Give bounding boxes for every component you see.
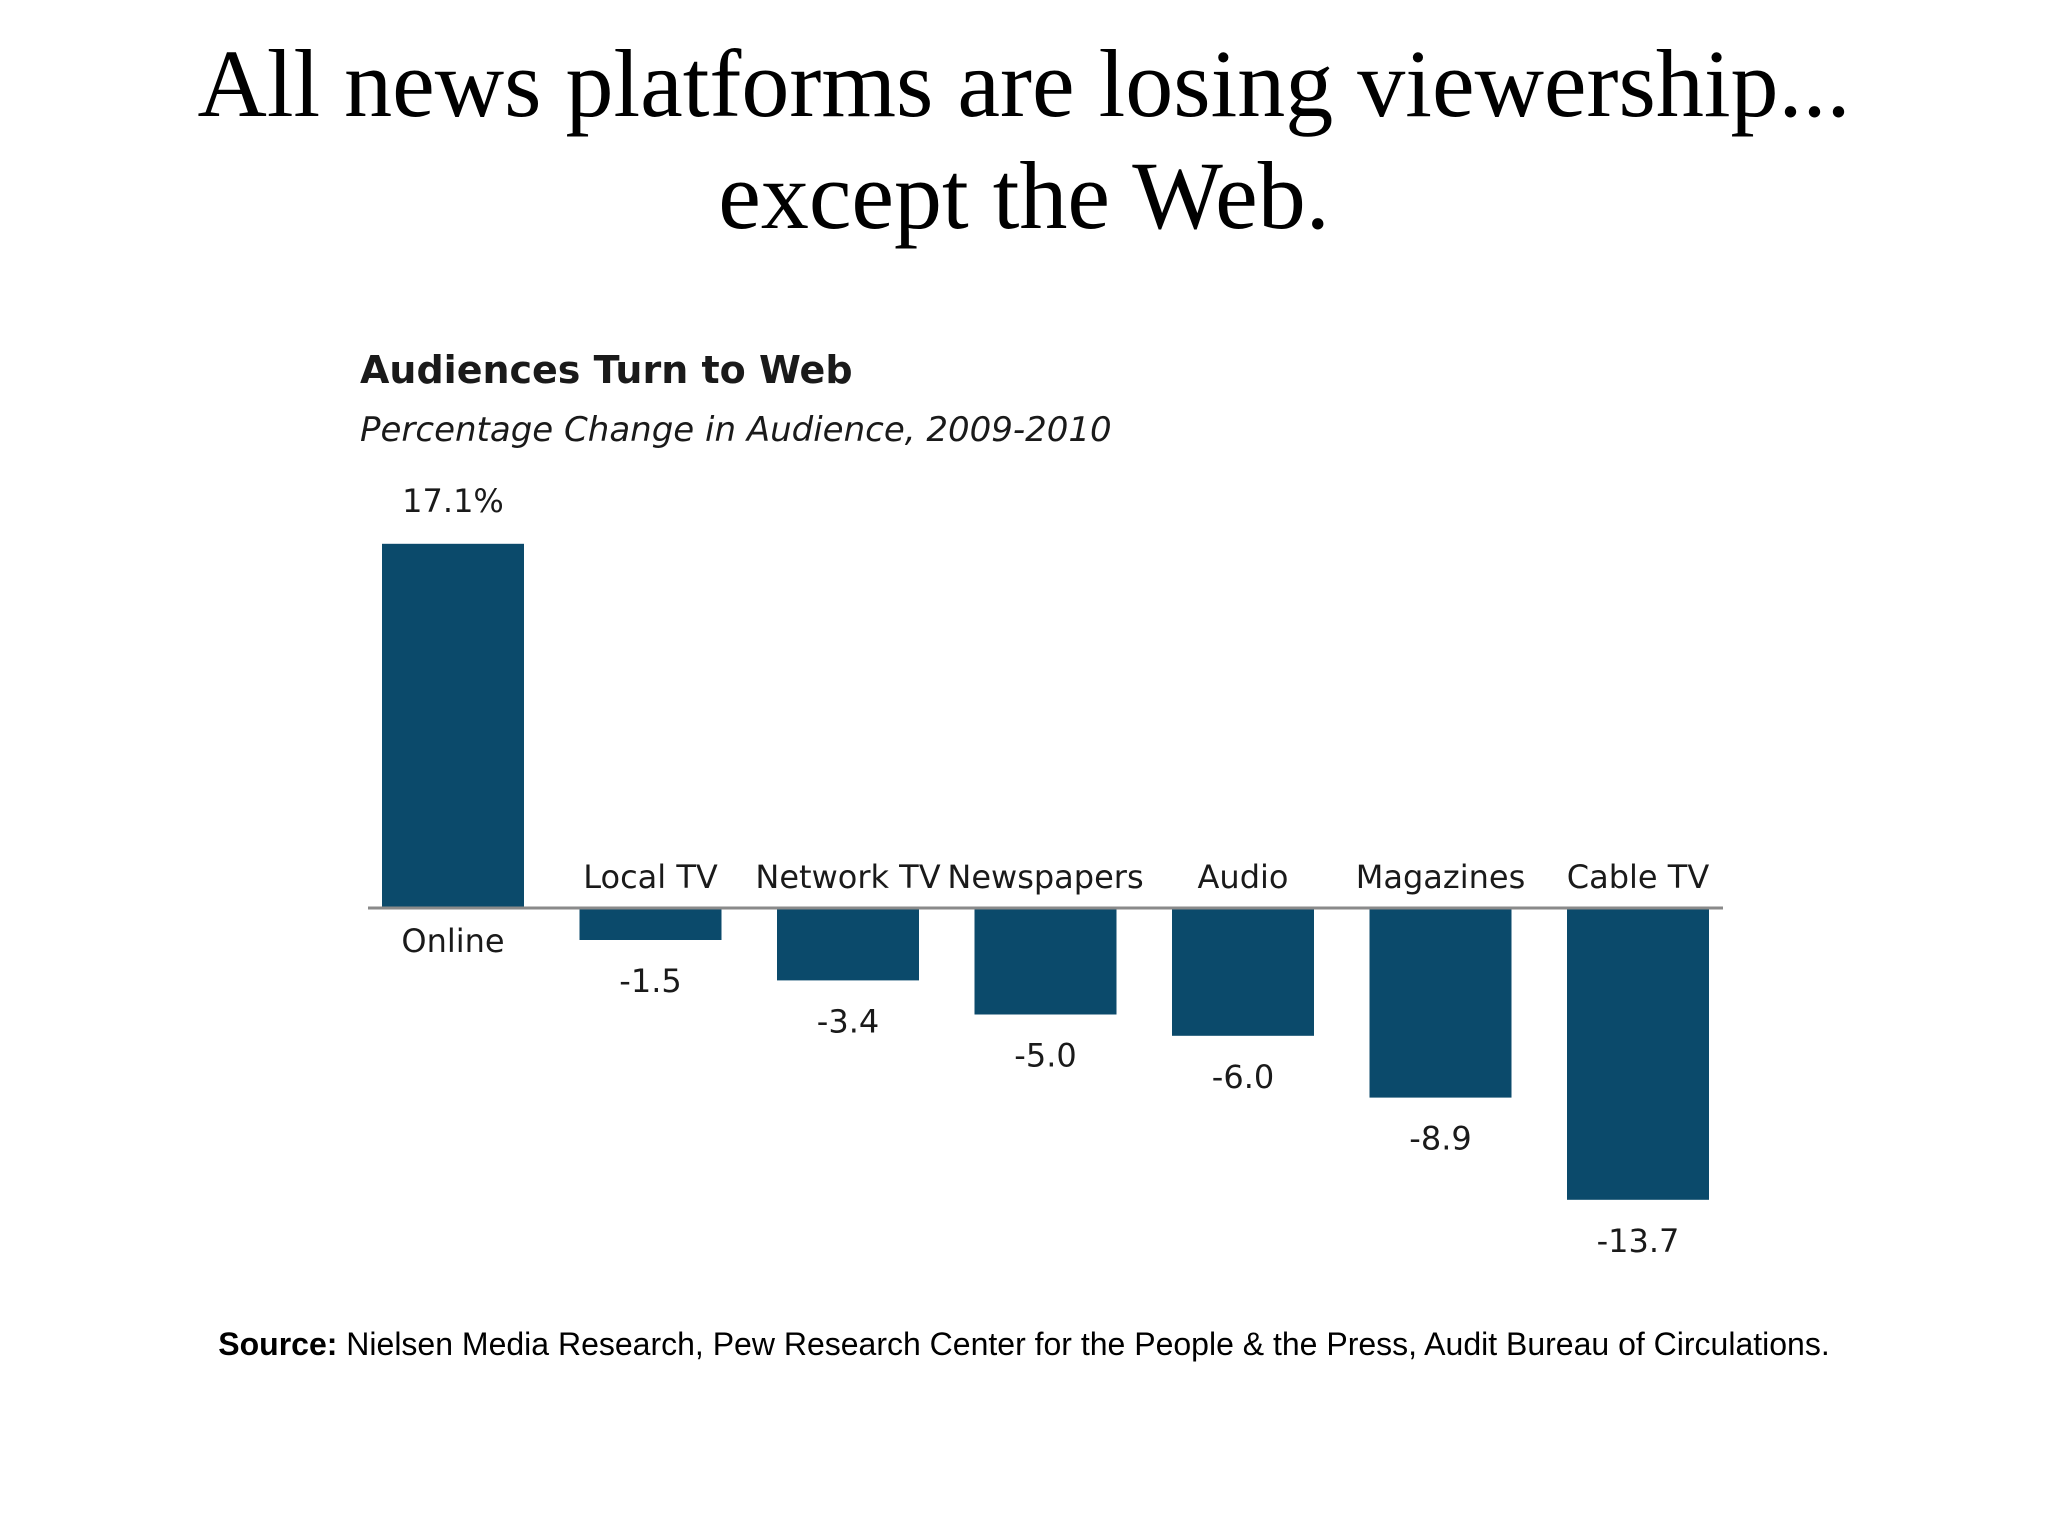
bar-newspapers: [974, 908, 1117, 1015]
category-label-magazines: Magazines: [1356, 858, 1525, 896]
bar-magazines: [1369, 908, 1512, 1098]
category-label-online: Online: [401, 922, 504, 960]
category-labels: Online Local TV Network TV Newspapers Audio M…: [401, 858, 1709, 960]
value-label-local-tv: -1.5: [619, 962, 681, 1000]
value-label-online: 17.1%: [402, 482, 504, 520]
slide-title-line-1: All news platforms are losing viewership…: [197, 30, 1851, 137]
category-label-cable-tv: Cable TV: [1567, 858, 1710, 896]
category-label-network-tv: Network TV: [755, 858, 940, 896]
category-label-newspapers: Newspapers: [947, 858, 1143, 896]
value-label-audio: -6.0: [1212, 1058, 1274, 1096]
source-text: Nielsen Media Research, Pew Research Cen…: [337, 1326, 1830, 1362]
bar-local-tv: [579, 908, 722, 940]
value-label-network-tv: -3.4: [817, 1002, 879, 1040]
value-label-magazines: -8.9: [1409, 1120, 1471, 1158]
source-note: Source: Nielsen Media Research, Pew Rese…: [0, 1326, 2048, 1363]
chart-bars: [382, 543, 1709, 1200]
value-label-cable-tv: -13.7: [1597, 1222, 1680, 1260]
chart-title: Audiences Turn to Web: [360, 348, 853, 392]
source-label: Source:: [218, 1326, 338, 1362]
chart-subtitle: Percentage Change in Audience, 2009-2010: [360, 410, 1112, 450]
bar-cable-tv: [1567, 908, 1709, 1200]
slide-title: All news platforms are losing viewership…: [0, 28, 2048, 252]
category-label-local-tv: Local TV: [583, 858, 718, 896]
bar-audio: [1172, 908, 1314, 1036]
bar-network-tv: [777, 908, 919, 981]
value-label-newspapers: -5.0: [1014, 1037, 1076, 1075]
slide-title-line-2: except the Web.: [718, 142, 1330, 249]
bar-online: [382, 543, 524, 908]
category-label-audio: Audio: [1198, 858, 1289, 896]
value-labels: 17.1% -1.5 -3.4 -5.0 -6.0 -8.9 -13.7: [402, 482, 1679, 1260]
